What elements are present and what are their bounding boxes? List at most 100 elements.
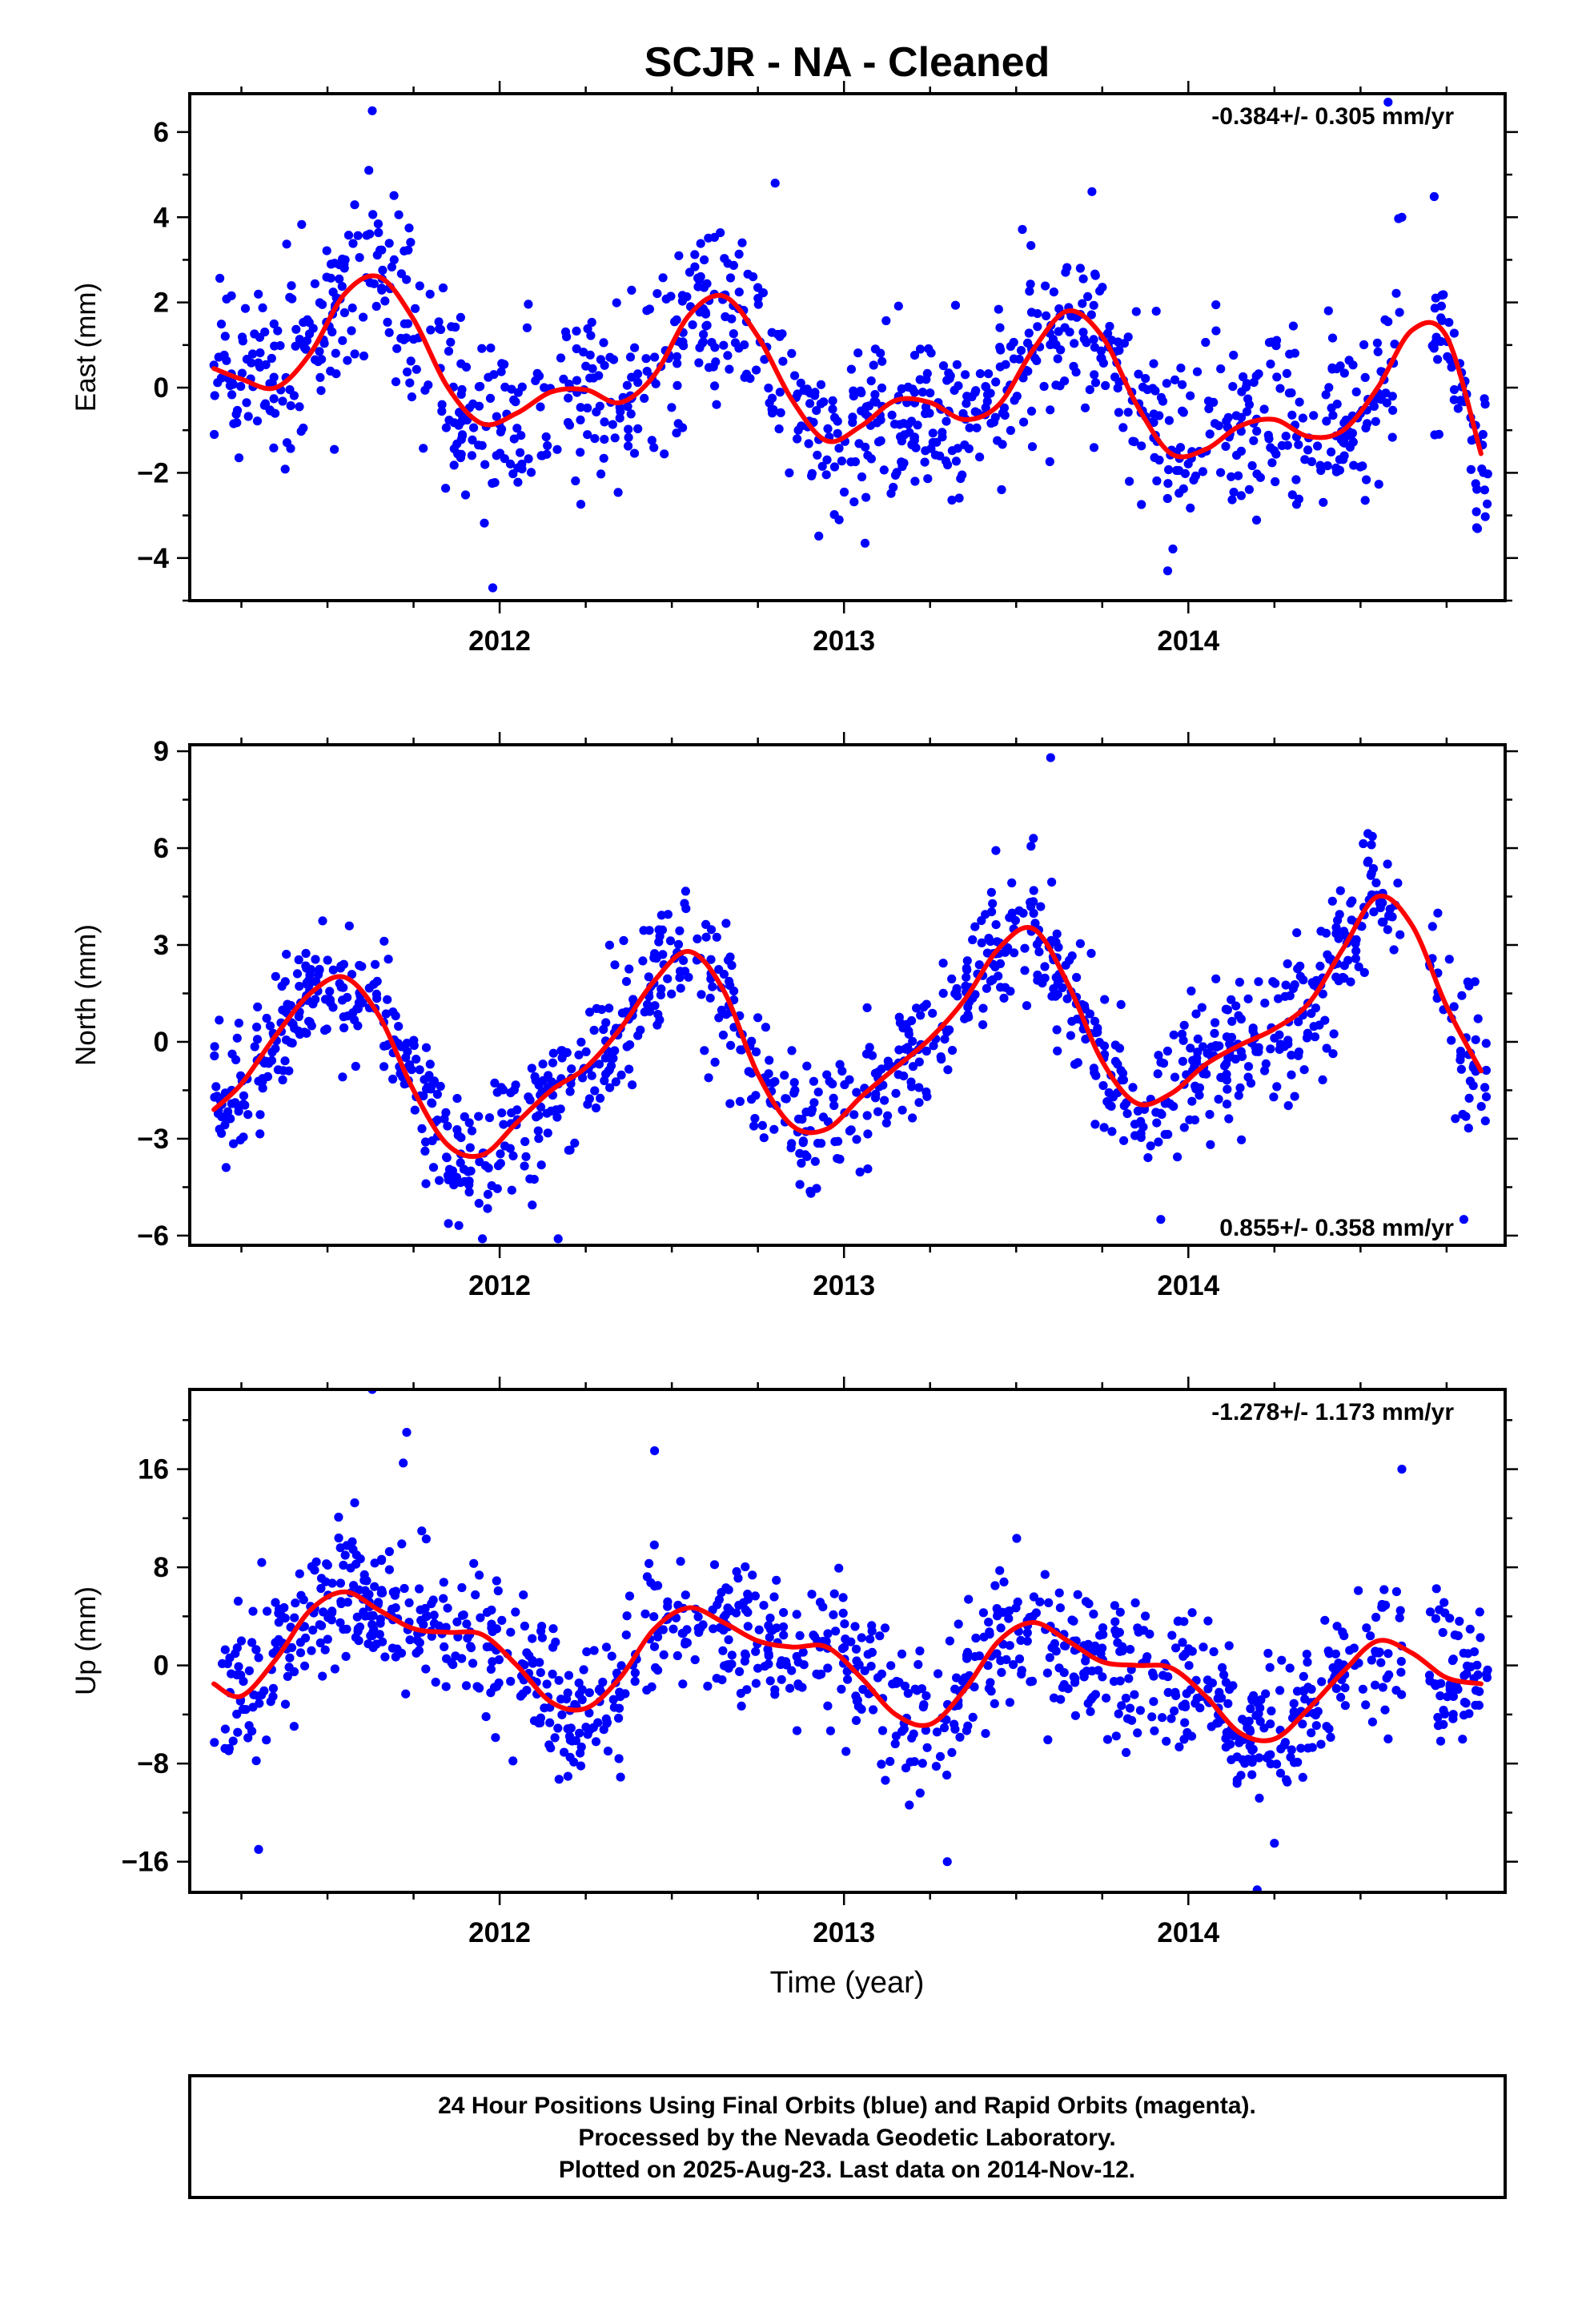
data-point <box>1269 1092 1279 1102</box>
data-point <box>1479 468 1488 477</box>
data-point <box>679 955 689 965</box>
data-point <box>587 1071 596 1080</box>
data-point <box>1176 364 1186 373</box>
data-point <box>391 377 401 387</box>
data-point <box>1303 1683 1313 1692</box>
data-point <box>291 324 301 334</box>
data-point <box>752 365 761 375</box>
y-axis-label: Up (mm) <box>70 1586 102 1695</box>
data-point <box>903 1688 913 1699</box>
data-point <box>231 409 241 419</box>
data-point <box>942 1771 952 1780</box>
data-point <box>834 1563 844 1573</box>
data-point <box>1453 404 1463 413</box>
data-point <box>647 436 656 445</box>
data-point <box>301 948 311 959</box>
data-point <box>576 500 586 509</box>
data-point <box>339 1023 349 1033</box>
data-point <box>604 940 615 950</box>
data-point <box>798 1647 808 1657</box>
data-point <box>343 231 354 240</box>
data-point <box>351 1061 360 1072</box>
data-point <box>1272 372 1282 382</box>
data-point <box>253 1002 263 1011</box>
data-point <box>1292 1687 1303 1696</box>
data-point <box>542 1108 552 1118</box>
data-point <box>1111 1731 1121 1741</box>
data-point <box>1115 1647 1125 1656</box>
data-point <box>412 364 421 374</box>
data-point <box>1009 1660 1018 1670</box>
data-point <box>829 1100 839 1111</box>
data-point <box>1315 961 1325 971</box>
data-point <box>1203 1684 1213 1694</box>
data-point <box>1456 1055 1465 1065</box>
data-point <box>493 1161 504 1171</box>
data-point <box>729 329 738 339</box>
data-point <box>583 1730 592 1739</box>
data-point <box>1387 432 1397 442</box>
data-point <box>970 922 980 931</box>
data-point <box>863 1164 873 1174</box>
data-point <box>311 355 320 364</box>
data-point <box>239 1677 248 1687</box>
data-point <box>584 1094 595 1104</box>
data-point <box>210 391 219 400</box>
data-point <box>817 461 827 471</box>
data-point <box>490 478 500 488</box>
data-point <box>1383 98 1393 107</box>
data-point <box>862 1003 872 1012</box>
data-point <box>699 283 709 292</box>
data-point <box>571 476 580 486</box>
data-point <box>1053 1046 1062 1055</box>
data-point <box>1004 1614 1014 1623</box>
data-point <box>1265 1663 1275 1672</box>
data-point <box>297 219 307 229</box>
data-point <box>1121 1693 1130 1703</box>
data-point <box>577 1695 587 1705</box>
data-point <box>581 361 591 371</box>
data-point <box>955 1732 965 1742</box>
data-point <box>1267 458 1277 468</box>
y-tick-label: 8 <box>154 1552 169 1583</box>
data-point <box>258 303 267 312</box>
data-point <box>616 1661 626 1671</box>
data-point <box>1122 1109 1132 1119</box>
data-point <box>221 1163 231 1172</box>
data-point <box>599 338 608 348</box>
data-point <box>1203 1616 1213 1626</box>
data-point <box>1283 1101 1293 1111</box>
data-point <box>970 990 980 999</box>
data-point <box>1351 954 1360 963</box>
data-point <box>278 396 287 406</box>
data-point <box>224 1743 234 1753</box>
data-point <box>1081 1597 1091 1606</box>
footer-line-2: Processed by the Nevada Geodetic Laborat… <box>578 2125 1115 2151</box>
data-point <box>254 1653 263 1663</box>
data-point <box>335 274 344 283</box>
data-point <box>1289 1707 1299 1717</box>
data-point <box>770 179 780 188</box>
data-point <box>629 448 640 458</box>
data-point <box>810 1156 820 1166</box>
data-point <box>467 451 477 460</box>
data-point <box>867 1051 877 1060</box>
data-point <box>540 383 549 392</box>
data-point <box>822 1070 832 1080</box>
x-tick-label: 2012 <box>468 1270 531 1301</box>
data-point <box>682 1638 693 1647</box>
data-point <box>975 369 985 379</box>
data-point <box>401 1689 411 1699</box>
data-point <box>1391 1586 1401 1597</box>
data-point <box>1266 1719 1275 1729</box>
data-point <box>663 910 673 919</box>
data-point <box>946 371 955 380</box>
data-point <box>1162 1736 1171 1746</box>
data-point <box>1133 1728 1142 1738</box>
data-point <box>1098 1623 1108 1633</box>
data-point <box>1089 1609 1098 1619</box>
data-point <box>1451 1114 1460 1124</box>
data-point <box>1358 461 1367 471</box>
data-point <box>1199 1642 1208 1652</box>
data-point <box>1282 1775 1291 1784</box>
